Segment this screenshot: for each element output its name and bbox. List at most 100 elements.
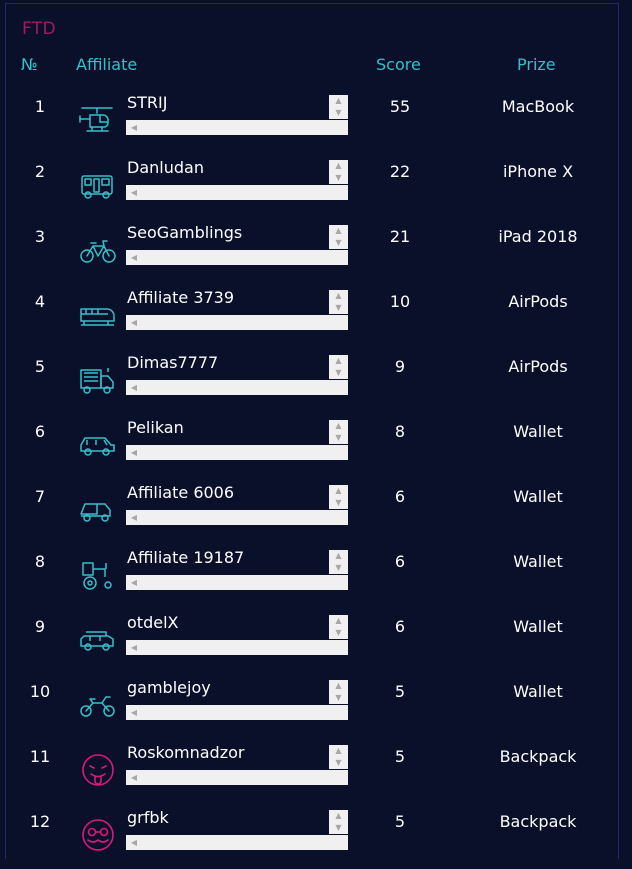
score-value: 9 (394, 357, 406, 376)
horizontal-scrollbar[interactable]: ◀ (126, 250, 348, 265)
affiliate-name-textbox[interactable]: STRIJ ▲ ▼ ◀ (126, 93, 348, 135)
score-value: 21 (389, 227, 411, 246)
jeep-icon (78, 621, 118, 657)
vertical-scrollbar[interactable]: ▲ ▼ (329, 355, 348, 379)
scroll-left-icon[interactable]: ◀ (130, 513, 138, 522)
affiliate-name-textbox[interactable]: grfbk ▲ ▼ ◀ (126, 808, 348, 850)
scroll-up-icon[interactable]: ▲ (335, 681, 342, 690)
scroll-left-icon[interactable]: ◀ (130, 643, 138, 652)
scroll-left-icon[interactable]: ◀ (130, 383, 138, 392)
horizontal-scrollbar[interactable]: ◀ (126, 315, 348, 330)
scroll-down-icon[interactable]: ▼ (335, 628, 342, 637)
column-header-affiliate: Affiliate (76, 55, 138, 74)
vertical-scrollbar[interactable]: ▲ ▼ (329, 680, 348, 704)
scroll-up-icon[interactable]: ▲ (335, 226, 342, 235)
affiliate-name: Roskomnadzor (127, 743, 245, 762)
row-number: 6 (34, 422, 46, 441)
scroll-up-icon[interactable]: ▲ (335, 161, 342, 170)
affiliate-name: otdelX (127, 613, 179, 632)
scroll-down-icon[interactable]: ▼ (335, 563, 342, 572)
scroll-down-icon[interactable]: ▼ (335, 498, 342, 507)
horizontal-scrollbar[interactable]: ◀ (126, 185, 348, 200)
prize-value: AirPods (508, 292, 568, 311)
affiliate-name: Affiliate 6006 (127, 483, 235, 502)
vertical-scrollbar[interactable]: ▲ ▼ (329, 485, 348, 509)
vertical-scrollbar[interactable]: ▲ ▼ (329, 225, 348, 249)
table-row: 6 Pelikan ▲ ▼ ◀ 8 Wallet (6, 414, 618, 479)
vertical-scrollbar[interactable]: ▲ ▼ (329, 810, 348, 834)
scroll-left-icon[interactable]: ◀ (130, 578, 138, 587)
scroll-left-icon[interactable]: ◀ (130, 253, 138, 262)
horizontal-scrollbar[interactable]: ◀ (126, 705, 348, 720)
scroll-down-icon[interactable]: ▼ (335, 368, 342, 377)
motorcycle-icon (78, 686, 118, 722)
scroll-up-icon[interactable]: ▲ (335, 486, 342, 495)
vertical-scrollbar[interactable]: ▲ ▼ (329, 160, 348, 184)
horizontal-scrollbar[interactable]: ◀ (126, 640, 348, 655)
affiliate-name-textbox[interactable]: Affiliate 6006 ▲ ▼ ◀ (126, 483, 348, 525)
scroll-up-icon[interactable]: ▲ (335, 551, 342, 560)
prize-value: Wallet (513, 682, 563, 701)
affiliate-name-textbox[interactable]: Pelikan ▲ ▼ ◀ (126, 418, 348, 460)
affiliate-name: STRIJ (127, 93, 168, 112)
affiliate-name-textbox[interactable]: Affiliate 19187 ▲ ▼ ◀ (126, 548, 348, 590)
scroll-left-icon[interactable]: ◀ (130, 708, 138, 717)
horizontal-scrollbar[interactable]: ◀ (126, 835, 348, 850)
table-row: 8 Affiliate 19187 ▲ ▼ ◀ 6 Wallet (6, 544, 618, 609)
scroll-left-icon[interactable]: ◀ (130, 773, 138, 782)
affiliate-name: Affiliate 19187 (127, 548, 245, 567)
horizontal-scrollbar[interactable]: ◀ (126, 120, 348, 135)
vertical-scrollbar[interactable]: ▲ ▼ (329, 420, 348, 444)
prize-value: Wallet (513, 617, 563, 636)
bicycle-icon (78, 231, 118, 267)
affiliate-name-textbox[interactable]: gamblejoy ▲ ▼ ◀ (126, 678, 348, 720)
scroll-left-icon[interactable]: ◀ (130, 448, 138, 457)
affiliate-name-textbox[interactable]: Danludan ▲ ▼ ◀ (126, 158, 348, 200)
affiliate-name-textbox[interactable]: Roskomnadzor ▲ ▼ ◀ (126, 743, 348, 785)
scroll-left-icon[interactable]: ◀ (130, 188, 138, 197)
horizontal-scrollbar[interactable]: ◀ (126, 510, 348, 525)
horizontal-scrollbar[interactable]: ◀ (126, 575, 348, 590)
affiliate-name-textbox[interactable]: otdelX ▲ ▼ ◀ (126, 613, 348, 655)
scroll-up-icon[interactable]: ▲ (335, 291, 342, 300)
score-value: 22 (389, 162, 411, 181)
row-number: 7 (34, 487, 46, 506)
scroll-down-icon[interactable]: ▼ (335, 173, 342, 182)
affiliate-name-textbox[interactable]: Dimas7777 ▲ ▼ ◀ (126, 353, 348, 395)
affiliate-name-textbox[interactable]: Affiliate 3739 ▲ ▼ ◀ (126, 288, 348, 330)
vertical-scrollbar[interactable]: ▲ ▼ (329, 95, 348, 119)
vertical-scrollbar[interactable]: ▲ ▼ (329, 290, 348, 314)
scroll-left-icon[interactable]: ◀ (130, 123, 138, 132)
scroll-down-icon[interactable]: ▼ (335, 303, 342, 312)
vertical-scrollbar[interactable]: ▲ ▼ (329, 550, 348, 574)
vertical-scrollbar[interactable]: ▲ ▼ (329, 615, 348, 639)
scroll-down-icon[interactable]: ▼ (335, 238, 342, 247)
score-value: 10 (389, 292, 411, 311)
scroll-up-icon[interactable]: ▲ (335, 356, 342, 365)
horizontal-scrollbar[interactable]: ◀ (126, 380, 348, 395)
row-number: 4 (34, 292, 46, 311)
scroll-down-icon[interactable]: ▼ (335, 758, 342, 767)
horizontal-scrollbar[interactable]: ◀ (126, 445, 348, 460)
scroll-left-icon[interactable]: ◀ (130, 838, 138, 847)
horizontal-scrollbar[interactable]: ◀ (126, 770, 348, 785)
scroll-left-icon[interactable]: ◀ (130, 318, 138, 327)
scroll-up-icon[interactable]: ▲ (335, 96, 342, 105)
scroll-up-icon[interactable]: ▲ (335, 421, 342, 430)
scroll-down-icon[interactable]: ▼ (335, 108, 342, 117)
vertical-scrollbar[interactable]: ▲ ▼ (329, 745, 348, 769)
scroll-down-icon[interactable]: ▼ (335, 433, 342, 442)
scroll-up-icon[interactable]: ▲ (335, 616, 342, 625)
table-row: 3 SeoGamblings ▲ ▼ ◀ 21 iPad 2018 (6, 219, 618, 284)
scroll-up-icon[interactable]: ▲ (335, 811, 342, 820)
scroll-down-icon[interactable]: ▼ (335, 693, 342, 702)
helicopter-icon (78, 101, 118, 137)
table-row: 4 Affiliate 3739 ▲ ▼ ◀ 10 AirPods (6, 284, 618, 349)
fire-truck-icon (78, 361, 118, 397)
table-row: 5 Dimas7777 ▲ ▼ ◀ 9 AirPods (6, 349, 618, 414)
affiliate-name-textbox[interactable]: SeoGamblings ▲ ▼ ◀ (126, 223, 348, 265)
affiliate-name: grfbk (127, 808, 169, 827)
scroll-up-icon[interactable]: ▲ (335, 746, 342, 755)
table-row: 10 gamblejoy ▲ ▼ ◀ 5 Wallet (6, 674, 618, 739)
scroll-down-icon[interactable]: ▼ (335, 823, 342, 832)
